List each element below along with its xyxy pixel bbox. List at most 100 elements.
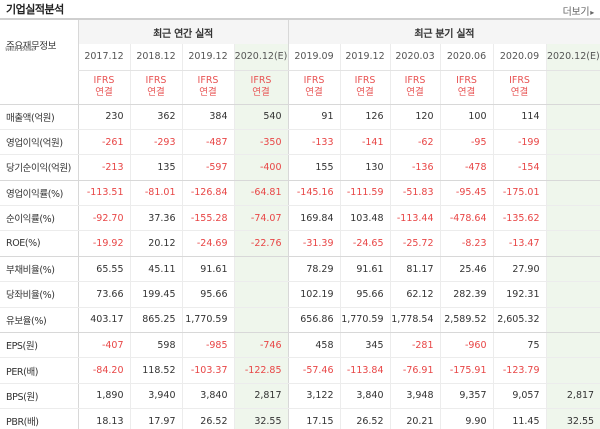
value-cell: -95.45 — [439, 180, 494, 207]
table-row: ROE(%) -19.92 20.12 -24.69 -22.76 -31.39 -24.6… — [0, 230, 600, 257]
label-header-cell: with Dese 주요재무정보 — [0, 18, 78, 70]
value-cell: 95.66 — [181, 281, 234, 308]
value-cell: -51.83 — [389, 180, 441, 207]
value-cell: -74.07 — [233, 205, 289, 232]
value-cell — [545, 357, 600, 384]
period-header: 2020.06 — [439, 44, 494, 71]
ifrs-label: IFRS — [354, 75, 376, 86]
value-cell: -400 — [233, 154, 289, 181]
value-cell: -113.51 — [77, 180, 130, 207]
period-header-row: 2017.12 2018.12 2019.12 2020.12(E) 2019.09 20… — [0, 44, 600, 71]
value-cell: 3,840 — [181, 383, 234, 410]
table-row: PBR(배) 18.13 17.97 26.52 32.55 17.15 26.52 20.2… — [0, 408, 600, 429]
value-cell — [545, 332, 600, 359]
table-row: 영업이익률(%) -113.51 -81.01 -126.84 -64.81 -145.1… — [0, 180, 600, 207]
value-cell — [545, 104, 600, 130]
value-cell: -22.76 — [233, 230, 289, 257]
value-cell: 26.52 — [339, 408, 391, 429]
chevron-right-icon: ▸ — [590, 8, 594, 17]
value-cell: 3,840 — [339, 383, 391, 410]
value-cell: 81.17 — [389, 256, 441, 283]
value-cell: 192.31 — [492, 281, 547, 308]
value-cell: 91.61 — [181, 256, 234, 283]
value-cell: -350 — [233, 129, 289, 156]
period-header: 2020.09 — [492, 44, 547, 71]
value-cell: -478 — [439, 154, 494, 181]
ifrs-cell: IFRS 연결 — [181, 70, 234, 105]
value-cell: -8.23 — [439, 230, 494, 257]
value-cell — [545, 256, 600, 283]
value-cell: 78.29 — [287, 256, 341, 283]
consolidated-label: 연결 — [199, 87, 217, 98]
value-cell: 282.39 — [439, 281, 494, 308]
accounting-standard-row: IFRS 연결 IFRS 연결 IFRS 연결 IFRS 연결 IFRS 연결 IFRS 연결 IFRS… — [0, 70, 600, 105]
value-cell: 95.66 — [339, 281, 391, 308]
consolidated-label: 연결 — [406, 87, 424, 98]
value-cell — [545, 154, 600, 181]
value-cell — [545, 205, 600, 232]
value-cell: 32.55 — [233, 408, 289, 429]
ifrs-label: IFRS — [93, 75, 115, 86]
value-cell: 540 — [233, 104, 289, 130]
ifrs-label: IFRS — [250, 75, 272, 86]
value-cell: -175.91 — [439, 357, 494, 384]
value-cell: 91 — [287, 104, 341, 130]
ifrs-label: IFRS — [303, 75, 325, 86]
value-cell: -407 — [77, 332, 130, 359]
value-cell: -92.70 — [77, 205, 130, 232]
ifrs-cell: IFRS 연결 — [77, 70, 130, 105]
value-cell — [545, 307, 600, 334]
value-cell: 62.12 — [389, 281, 441, 308]
value-cell: 362 — [129, 104, 182, 130]
table-row: 당좌비율(%) 73.66 199.45 95.66 102.19 95.66 62.12 2… — [0, 281, 600, 308]
value-cell — [545, 230, 600, 257]
value-cell: 73.66 — [77, 281, 130, 308]
value-cell: -154 — [492, 154, 547, 181]
value-cell: 9,357 — [439, 383, 494, 410]
value-cell: -84.20 — [77, 357, 130, 384]
value-cell: 65.55 — [77, 256, 130, 283]
row-label: 당좌비율(%) — [0, 281, 78, 308]
value-cell: -24.69 — [181, 230, 234, 257]
consolidated-label: 연결 — [457, 87, 476, 98]
table-row: 영업이익(억원) -261 -293 -487 -350 -133 -141 -62 -95 -1… — [0, 129, 600, 156]
row-label: 유보율(%) — [0, 307, 78, 334]
value-cell: -155.28 — [181, 205, 234, 232]
row-label: BPS(원) — [0, 383, 78, 410]
value-cell: -293 — [129, 129, 182, 156]
row-label: 순이익률(%) — [0, 205, 78, 232]
ifrs-cell — [545, 70, 600, 105]
period-header: 2017.12 — [77, 44, 130, 71]
value-cell: -597 — [181, 154, 234, 181]
value-cell: 230 — [77, 104, 130, 130]
value-cell: 3,948 — [389, 383, 441, 410]
value-cell: 45.11 — [129, 256, 182, 283]
table-row: 순이익률(%) -92.70 37.36 -155.28 -74.07 169.84 103… — [0, 205, 600, 232]
row-label: 부채비율(%) — [0, 256, 78, 283]
value-cell: 25.46 — [439, 256, 494, 283]
table-row: PER(배) -84.20 118.52 -103.37 -122.85 -57.46 -1… — [0, 357, 600, 384]
row-label: 영업이익(억원) — [0, 129, 78, 156]
value-cell: -25.72 — [389, 230, 441, 257]
value-cell: -141 — [339, 129, 391, 156]
period-header: 2018.12 — [129, 44, 182, 71]
value-cell: 2,817 — [545, 383, 600, 410]
value-cell: 91.61 — [339, 256, 391, 283]
value-cell: 32.55 — [545, 408, 600, 429]
value-cell: 37.36 — [129, 205, 182, 232]
value-cell — [545, 281, 600, 308]
row-label: 매출액(억원) — [0, 104, 78, 130]
period-header: 2019.12 — [339, 44, 391, 71]
row-label: PER(배) — [0, 357, 78, 384]
value-cell: 403.17 — [77, 307, 130, 334]
value-cell: -24.65 — [339, 230, 391, 257]
value-cell: 17.97 — [129, 408, 182, 429]
value-cell: -199 — [492, 129, 547, 156]
table-row: 부채비율(%) 65.55 45.11 91.61 78.29 91.61 81.17 25.… — [0, 256, 600, 283]
value-cell: -281 — [389, 332, 441, 359]
more-link[interactable]: 더보기▸ — [563, 3, 595, 18]
period-header: 2020.12(E) — [233, 44, 289, 71]
value-cell — [233, 281, 289, 308]
value-cell: 100 — [439, 104, 494, 130]
ifrs-label: IFRS — [404, 75, 426, 86]
